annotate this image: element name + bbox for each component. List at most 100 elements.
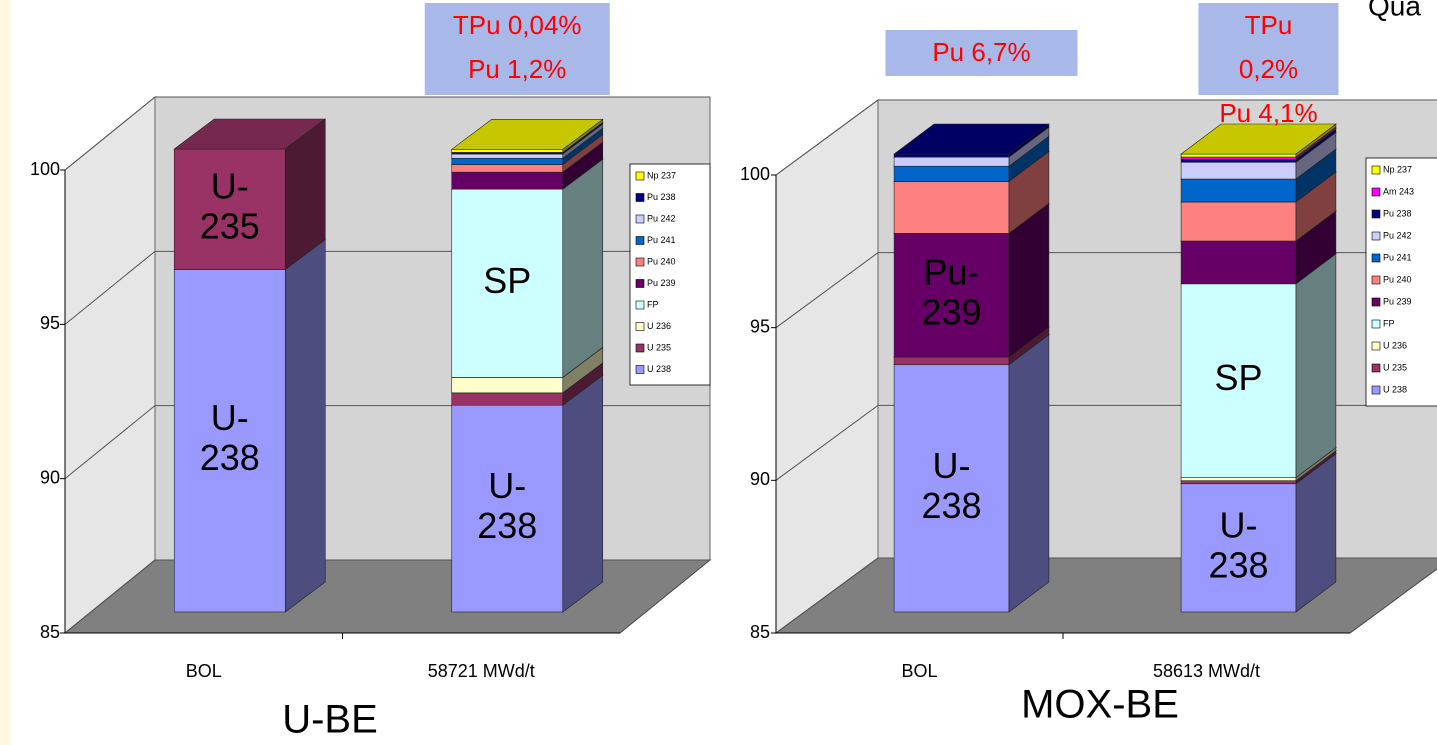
legend-label: Am 243 [1383, 186, 1414, 196]
bar [893, 165, 1010, 182]
legend-swatch [1371, 253, 1381, 263]
x-tick-label: 58721 MWd/t [428, 661, 535, 681]
legend-swatch [635, 257, 645, 267]
legend-label: Np 237 [647, 170, 676, 180]
bar [1180, 240, 1297, 285]
bar-segment [893, 334, 1050, 613]
bar [1180, 480, 1297, 485]
legend-swatch [1371, 319, 1381, 329]
bar-label: U- [1220, 504, 1258, 545]
y-tick-label: 95 [40, 313, 60, 333]
bar-side [562, 374, 604, 613]
bar [1180, 483, 1297, 613]
bar [1180, 201, 1297, 242]
bar-label: U- [211, 397, 249, 438]
x-tick-label: BOL [186, 661, 222, 681]
y-tick-label: 90 [40, 467, 60, 487]
bar [1180, 153, 1297, 158]
bar-label: U- [933, 445, 971, 486]
bar-label: Pu- [923, 252, 979, 293]
bar [1180, 158, 1297, 163]
legend-label: U 235 [647, 342, 671, 352]
bar [451, 392, 564, 406]
legend-swatch [635, 365, 645, 374]
grid-line [64, 96, 710, 171]
legend-swatch [1371, 231, 1381, 241]
bar [451, 377, 564, 394]
bar [451, 153, 564, 159]
legend-swatch [635, 343, 645, 353]
floor [774, 557, 1437, 634]
legend-label: Pu 239 [1383, 296, 1412, 306]
bar-label: SP [483, 260, 531, 301]
legend-swatch [635, 322, 645, 331]
legend-swatch [635, 236, 645, 245]
bar [451, 149, 564, 153]
legend-label: U 238 [647, 364, 671, 374]
legend-swatch [635, 279, 645, 288]
legend-label: Pu 242 [1383, 230, 1412, 240]
bar [173, 269, 286, 613]
legend-swatch [1371, 275, 1381, 285]
bar-segment [893, 123, 1050, 158]
bar-label: 239 [921, 292, 981, 333]
bar-label: SP [1214, 357, 1262, 398]
legend-swatch [1371, 297, 1381, 307]
legend-label: Pu 238 [647, 192, 676, 202]
callout-box [424, 3, 610, 95]
legend-label: FP [1383, 318, 1395, 328]
floor [63, 559, 712, 634]
side-wall [64, 95, 156, 635]
legend-label: Pu 242 [647, 213, 676, 223]
bar [451, 171, 564, 190]
x-tick-label: 58613 MWd/t [1153, 661, 1260, 681]
bar [1180, 161, 1297, 180]
bar-side [562, 158, 604, 379]
legend-label: Pu 238 [1383, 208, 1412, 218]
legend-swatch [635, 300, 645, 310]
bar [451, 157, 564, 165]
legend-swatch [1371, 341, 1381, 351]
legend-swatch [635, 214, 645, 224]
bar-segment [173, 118, 327, 270]
bar [173, 148, 286, 270]
bar-side [284, 238, 326, 613]
y-tick-label: 100 [30, 159, 60, 179]
callout-box [1198, 3, 1339, 95]
legend-label: Np 237 [1383, 164, 1412, 174]
bar-top [173, 118, 327, 150]
legend-label: Pu 240 [647, 256, 676, 266]
legend-label: Pu 241 [647, 235, 676, 245]
callout-text: TPu [1245, 10, 1293, 40]
callout-text: Pu 1,2% [468, 54, 566, 84]
legend-label: U 235 [1383, 362, 1407, 372]
bar-side [1295, 253, 1337, 479]
callout-text: TPu 0,04% [453, 10, 582, 40]
bar-segment [173, 238, 327, 613]
grid-line [775, 99, 1437, 176]
bar-label: U- [488, 465, 526, 506]
bar [893, 153, 1010, 158]
bar [893, 364, 1010, 613]
bar [893, 156, 1010, 167]
bar-segment [450, 374, 604, 613]
bar-label: 238 [477, 505, 537, 546]
x-tick-label: BOL [901, 661, 937, 681]
bar [893, 233, 1010, 358]
left-strip [0, 0, 10, 745]
bar [1180, 477, 1297, 482]
legend-swatch [1371, 363, 1381, 373]
legend-swatch [1371, 209, 1381, 219]
legend-label: U 236 [647, 321, 671, 331]
y-tick-label: 90 [750, 469, 770, 489]
legend-label: Pu 239 [647, 278, 676, 288]
y-tick-label: 95 [750, 316, 770, 336]
bar [1180, 283, 1297, 478]
bar [893, 181, 1010, 234]
bar-label: U- [211, 166, 249, 207]
legend-label: FP [647, 299, 659, 309]
